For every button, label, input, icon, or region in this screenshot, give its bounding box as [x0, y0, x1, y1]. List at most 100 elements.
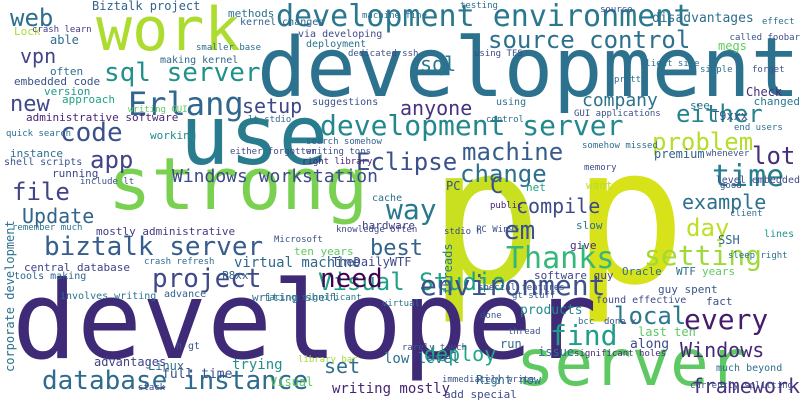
- cloud-word: stdio h: [444, 227, 482, 237]
- cloud-word: include lt: [80, 177, 135, 187]
- cloud-word: administrative software: [26, 111, 179, 124]
- cloud-word: company: [582, 90, 658, 111]
- cloud-word: changed: [753, 95, 800, 108]
- cloud-word: setup: [242, 94, 303, 118]
- cloud-word: using TFS: [474, 49, 523, 59]
- cloud-word: search somehow: [306, 137, 382, 147]
- cloud-word: net: [526, 181, 546, 194]
- cloud-word: add special: [444, 388, 517, 400]
- cloud-word: framework: [691, 374, 800, 398]
- cloud-word: called foobar: [729, 33, 800, 43]
- cloud-word: stack: [138, 383, 166, 393]
- cloud-word: advantages: [94, 355, 167, 369]
- cloud-word: writing GUI: [128, 105, 188, 115]
- cloud-word: give: [570, 239, 597, 252]
- cloud-word: Right now: [476, 373, 542, 387]
- cloud-word: h gt: [176, 341, 201, 352]
- cloud-word: somehow missed: [582, 141, 658, 151]
- cloud-word: Microsoft: [274, 235, 323, 245]
- cloud-word: strong: [108, 142, 369, 226]
- cloud-word: work: [96, 0, 241, 65]
- cloud-word: products: [520, 303, 583, 318]
- cloud-word: rarely touch: [402, 343, 468, 353]
- cloud-word: methods: [228, 7, 275, 20]
- cloud-word: able: [50, 33, 79, 47]
- cloud-word: facing significant: [264, 293, 362, 303]
- cloud-word: development server: [320, 109, 624, 142]
- cloud-word: PC Win95: [476, 225, 520, 235]
- cloud-word: version: [44, 85, 91, 98]
- cloud-word: instance: [10, 147, 63, 160]
- cloud-word: testing: [460, 1, 498, 11]
- cloud-word: corporate development: [3, 220, 17, 372]
- cloud-word: advance: [164, 289, 207, 300]
- cloud-word: p: [572, 106, 687, 327]
- cloud-word: immediately write: [442, 375, 535, 385]
- cloud-word: either forgotten: [230, 147, 317, 157]
- cloud-word: database instance: [42, 366, 309, 396]
- cloud-word: biztalk server: [44, 232, 264, 262]
- cloud-word: setting: [644, 239, 763, 272]
- cloud-word: Visual: [270, 375, 314, 389]
- cloud-word: writing mostly: [332, 381, 451, 397]
- cloud-word: software guy: [534, 269, 614, 282]
- cloud-word: way: [386, 193, 437, 226]
- cloud-word: sql server: [104, 58, 261, 88]
- cloud-word: via developing: [298, 29, 383, 40]
- cloud-word: using: [496, 97, 527, 108]
- cloud-word: Visual Studio: [318, 268, 506, 296]
- cloud-word: kernel changes: [240, 17, 325, 28]
- cloud-word: Biztalk project: [92, 0, 201, 13]
- cloud-word: Update: [22, 204, 95, 228]
- cloud-word: megs: [718, 39, 747, 53]
- cloud-word: memory: [584, 163, 617, 173]
- cloud-word: tools making: [14, 271, 87, 282]
- cloud-word: library bar: [298, 355, 358, 365]
- cloud-word: mostly administrative: [96, 225, 236, 238]
- cloud-word: local: [614, 302, 687, 330]
- cloud-word: along: [630, 337, 670, 352]
- cloud-word: found effective: [596, 295, 687, 306]
- cloud-word: em: [504, 216, 536, 246]
- cloud-word: working: [150, 129, 197, 142]
- cloud-word: project: [152, 264, 262, 294]
- cloud-word: development environment: [276, 0, 692, 34]
- cloud-word: see: [690, 99, 710, 112]
- cloud-word: change: [460, 160, 547, 188]
- cloud-word: server: [516, 327, 748, 400]
- cloud-word: writing shell: [252, 291, 339, 304]
- cloud-word: smaller base: [196, 43, 262, 53]
- cloud-word: lines: [764, 229, 795, 240]
- cloud-word: find: [550, 319, 618, 352]
- cloud-word: day: [686, 214, 730, 242]
- cloud-word: much beyond: [716, 363, 783, 374]
- cloud-word: Linux: [148, 359, 185, 373]
- cloud-word: last ten: [638, 325, 696, 339]
- cloud-word: currently splitting: [690, 381, 793, 391]
- cloud-word: code: [60, 118, 123, 148]
- cloud-word: issue: [538, 345, 575, 359]
- cloud-word: running: [52, 167, 99, 180]
- cloud-word: new: [10, 92, 50, 117]
- cloud-word: making kernel: [160, 55, 239, 66]
- cloud-word: done: [480, 311, 502, 321]
- cloud-word: TheDailyWTF: [332, 255, 412, 269]
- cloud-word: every: [684, 303, 769, 336]
- cloud-word: fact: [706, 295, 733, 308]
- cloud-word: T9xxx: [712, 109, 749, 123]
- cloud-word: Eclipse: [356, 148, 458, 176]
- cloud-word: app: [90, 146, 134, 174]
- cloud-word: deploy: [424, 342, 497, 366]
- cloud-word: C: [490, 174, 504, 199]
- cloud-word: example: [682, 190, 767, 214]
- cloud-word: set: [324, 354, 361, 378]
- cloud-word: lot: [752, 142, 796, 170]
- cloud-word: ten years: [294, 245, 354, 258]
- cloud-word: Lock: [14, 25, 41, 38]
- cloud-word: problem: [652, 128, 754, 156]
- cloud-word: often: [50, 65, 84, 78]
- cloud-word: developer: [12, 259, 598, 384]
- cloud-word: need: [320, 264, 383, 294]
- cloud-word: level embedded: [715, 175, 800, 186]
